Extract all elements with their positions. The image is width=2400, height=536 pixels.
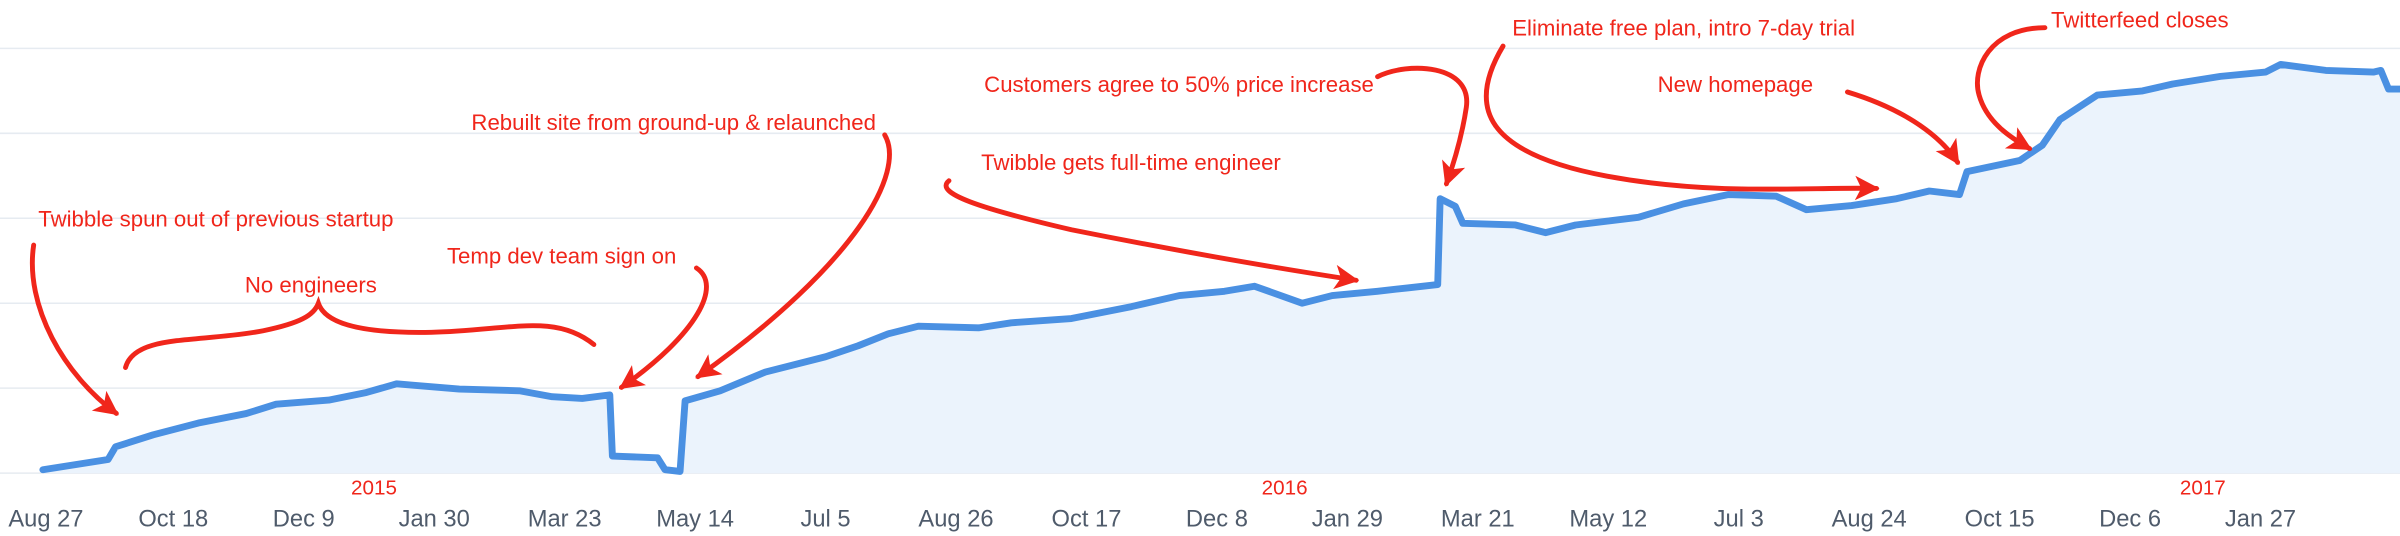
area-fill — [42, 64, 2400, 474]
year-label: 2017 — [2180, 477, 2226, 500]
annotations: Twibble spun out of previous startup No … — [30, 8, 2229, 416]
x-tick-label: Jul 5 — [801, 507, 851, 533]
x-tick-label: May 14 — [656, 507, 734, 533]
arrow-temp-dev — [618, 265, 709, 390]
x-tick-label: Aug 24 — [1832, 507, 1907, 533]
arrow-new-homepage — [1845, 89, 1961, 165]
arrow-eliminate-free — [1483, 43, 1880, 201]
x-tick-label: Jul 3 — [1714, 507, 1764, 533]
year-label: 2015 — [351, 477, 397, 500]
annotation-eliminate-free: Eliminate free plan, intro 7-day trial — [1512, 15, 1855, 40]
x-tick-label: Mar 21 — [1441, 507, 1515, 533]
x-tick-label: Mar 23 — [528, 507, 602, 533]
annotation-spun-out: Twibble spun out of previous startup — [38, 207, 393, 232]
x-tick-label: Aug 27 — [8, 507, 83, 533]
brace-no-engineers — [123, 295, 597, 370]
annotation-twitterfeed: Twitterfeed closes — [2051, 8, 2229, 33]
series-line — [39, 60, 2400, 475]
year-label: 2016 — [1262, 477, 1308, 500]
x-axis-ticks: Aug 27 Oct 18 Dec 9 Jan 30 Mar 23 May 14 Jul 5… — [8, 507, 2296, 533]
x-tick-label: Dec 6 — [2099, 507, 2161, 533]
annotation-no-engineers: No engineers — [245, 272, 377, 297]
annotation-price-increase: Customers agree to 50% price increase — [984, 72, 1374, 97]
x-tick-label: May 12 — [1569, 507, 1647, 533]
x-tick-label: Jan 27 — [2225, 507, 2296, 533]
x-tick-label: Aug 26 — [918, 507, 993, 533]
annotation-temp-dev: Temp dev team sign on — [447, 243, 676, 268]
x-tick-label: Oct 15 — [1965, 507, 2035, 533]
x-tick-label: Jan 29 — [1312, 507, 1383, 533]
x-tick-label: Jan 30 — [399, 507, 470, 533]
annotation-rebuilt: Rebuilt site from ground-up & relaunched — [471, 110, 876, 135]
arrow-price-increase — [1375, 65, 1469, 187]
annotation-new-homepage: New homepage — [1658, 72, 1813, 97]
arrow-full-time-engineer — [943, 178, 1360, 290]
arrow-rebuilt — [695, 132, 892, 380]
x-tick-label: Dec 8 — [1186, 507, 1248, 533]
annotation-full-time-engineer: Twibble gets full-time engineer — [981, 150, 1281, 175]
x-tick-label: Oct 18 — [138, 507, 208, 533]
x-tick-label: Dec 9 — [273, 507, 335, 533]
arrow-spun-out — [30, 242, 119, 416]
x-tick-label: Oct 17 — [1052, 507, 1122, 533]
year-labels: 2015 2016 2017 — [351, 477, 2226, 500]
arrow-twitterfeed — [1975, 25, 2048, 152]
